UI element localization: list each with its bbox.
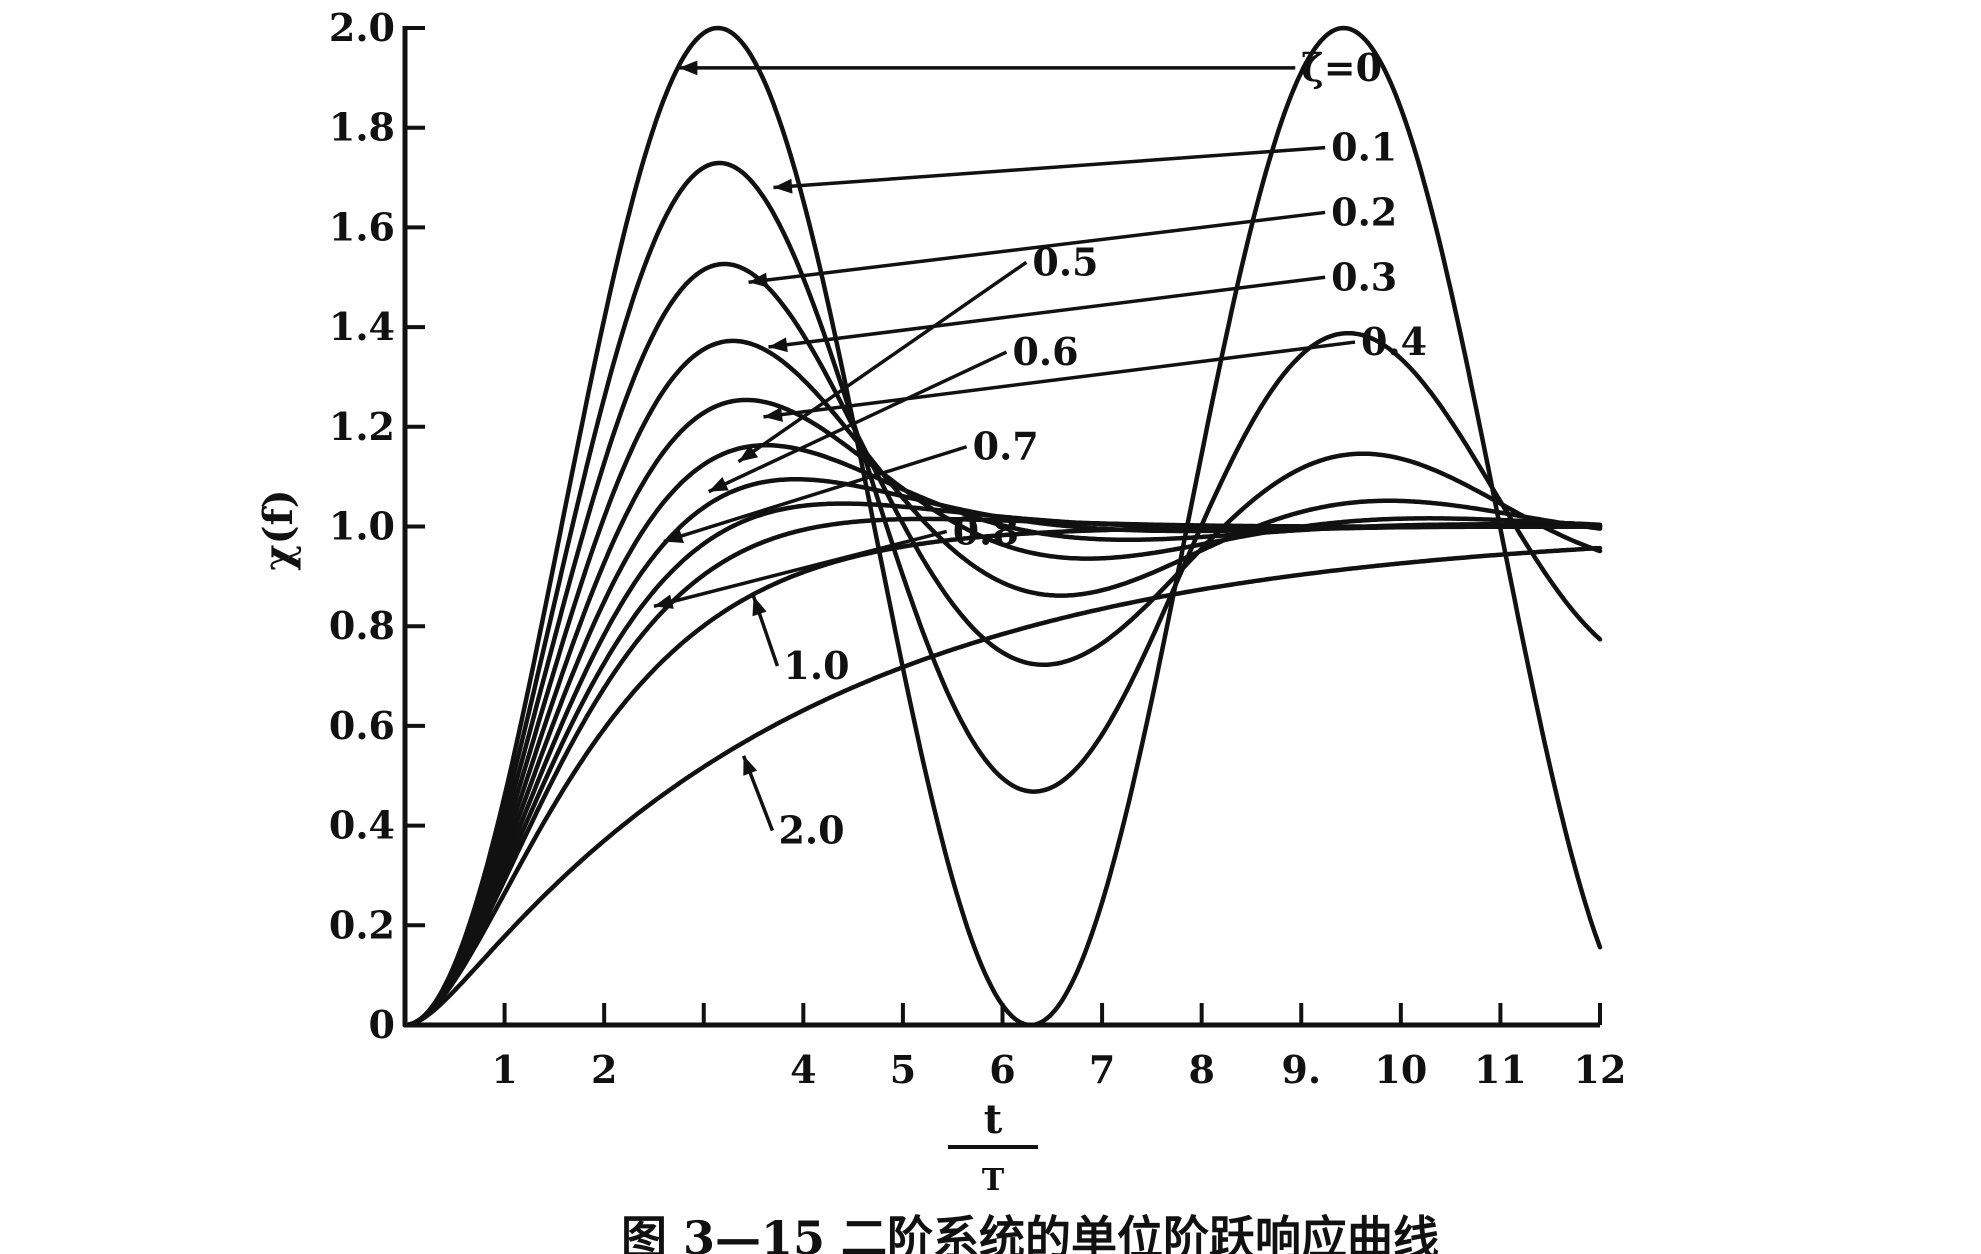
curve-label: 0.1 [1331,125,1397,170]
y-tick-label: 1.4 [329,304,395,349]
pointer-line [748,210,1326,284]
x-tick-label: 2 [591,1047,617,1092]
curve-zeta-0-3 [402,338,1603,1028]
curve-label: ζ=0 [1301,45,1382,90]
pointer-arrowhead [653,594,674,609]
pointer-arrowhead [708,477,729,492]
curve-label: 1.0 [783,643,849,688]
y-tick-label: 1.8 [329,105,395,150]
x-tick-label: 8 [1188,1047,1214,1092]
pointer-arrowhead [768,337,788,353]
x-tick-label: 10 [1374,1047,1427,1092]
y-tick-label: 0.6 [329,703,395,748]
pointer-arrowhead [678,60,698,76]
pointer-line [663,445,968,544]
curve-zeta-0-4 [402,397,1603,1028]
plot-area: 1 2 4 5 6 7 8 9. 10 11 12 00.20.40.60.81.01.21.41.… [329,5,1627,1092]
pointer-line [763,340,1356,419]
curve-zeta-0-8 [402,516,1603,1028]
curve-label: 0.8 [953,508,1019,553]
pointer-arrowhead [663,528,684,543]
y-tick-label: 0 [369,1002,395,1047]
y-tick-label: 1.0 [329,504,395,549]
pointer-arrowhead [738,445,759,462]
x-tick-label: 6 [989,1047,1015,1092]
x-tick-label: 12 [1574,1047,1627,1092]
pointer-arrowhead [773,178,793,194]
curve-label: 0.6 [1012,329,1078,374]
pointer-arrowhead [763,407,783,422]
x-tick-label: 1 [491,1047,517,1092]
x-tick-label: 11 [1474,1047,1527,1092]
x-ticks: 1 2 4 5 6 7 8 9. 10 11 12 [491,1003,1626,1092]
curve-zeta-0-1 [402,160,1603,1028]
pointer-line [653,529,948,608]
y-tick-label: 1.6 [329,204,395,249]
curve-label: 0.5 [1032,239,1098,284]
y-tick-label: 2.0 [329,5,395,50]
pointer-line [707,350,1008,494]
curve-label: 0.2 [1331,189,1397,234]
x-axis-title: t T [948,1096,1038,1198]
pointer-arrowhead [743,755,758,776]
y-axis-title: χ(f) [255,489,302,570]
y-tick-label: 0.4 [329,803,395,848]
x-tick-label: 4 [790,1047,816,1092]
curve-label: 0.7 [973,424,1039,469]
curve-label: 0.3 [1331,254,1397,299]
x-axis-title-numerator: t [984,1096,1003,1143]
y-tick-label: 0.8 [329,603,395,648]
y-tick-label: 1.2 [329,404,395,449]
x-tick-label: 9. [1281,1047,1321,1092]
curve-labels: ζ=0 0.1 0.2 0.3 0.4 0.5 0.6 0.7 0.8 1.0 2.0 [778,45,1427,853]
pointer-line [768,275,1326,349]
pointer-line [737,260,1028,464]
response-curves [402,25,1603,1028]
pointer-arrowhead [752,596,767,617]
y-ticks: 0 0.2 0.4 0.6 0.8 1.0 1.2 1.4 1.6 1.8 2.0 [329,5,425,1047]
figure-caption: 图 3—15 二阶系统的单位阶跃响应曲线 [621,1211,1439,1254]
x-tick-label: 5 [890,1047,916,1092]
y-tick-label: 0.2 [329,902,395,947]
label-pointers [653,60,1356,832]
curve-zeta-1 [402,524,1603,1028]
curve-zeta-2 [402,545,1603,1028]
x-axis-title-denominator: T [982,1163,1005,1198]
curve-label: 0.4 [1361,319,1427,364]
pointer-arrowhead [748,272,768,288]
x-tick-label: 7 [1089,1047,1115,1092]
pointer-line [773,145,1326,190]
curve-zeta-0-2 [402,261,1603,1028]
curve-label: 2.0 [778,808,844,853]
